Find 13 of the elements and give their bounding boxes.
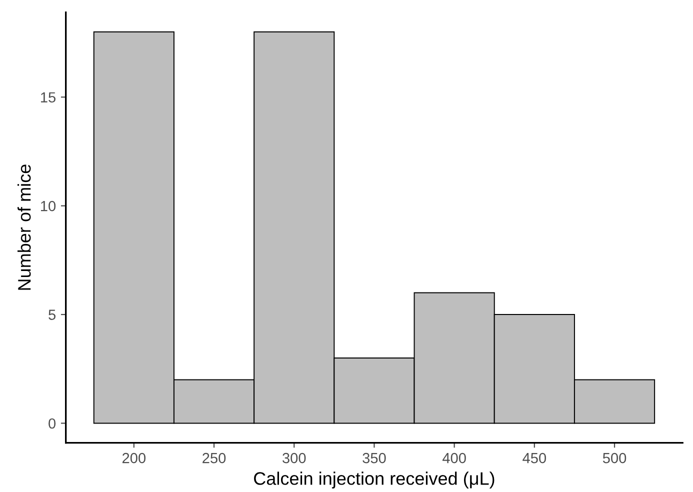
y-tick-label: 10 (41, 200, 56, 212)
x-tick-label: 400 (442, 452, 466, 464)
x-tick-label: 350 (362, 452, 386, 464)
x-tick-label: 250 (202, 452, 226, 464)
x-tick-label: 200 (122, 452, 146, 464)
x-tick-label: 300 (282, 452, 306, 464)
x-tick-label: 500 (602, 452, 626, 464)
x-tick-label: 450 (522, 452, 546, 464)
y-tick-label: 5 (48, 310, 56, 320)
y-tick-label: 15 (41, 92, 56, 103)
x-axis-title: Calcein injection received (μL) (254, 472, 494, 489)
y-axis-title: Number of mice (18, 164, 31, 290)
y-tick-label: 0 (48, 418, 56, 429)
